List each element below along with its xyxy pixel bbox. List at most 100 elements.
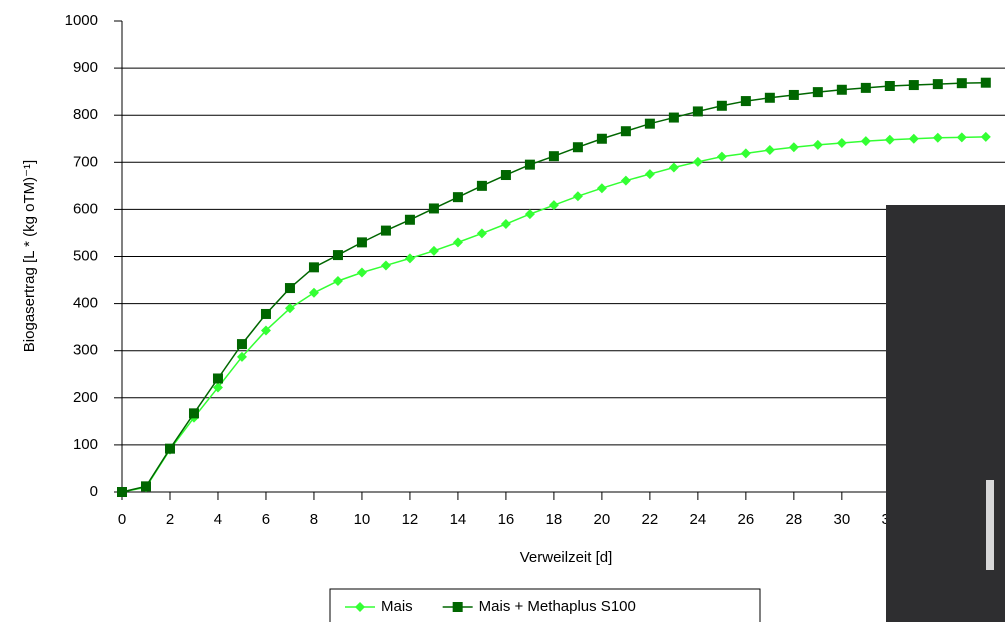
marker [789, 142, 799, 152]
y-tick-label: 0 [90, 483, 98, 500]
x-tick-label: 30 [833, 511, 850, 528]
marker [573, 142, 583, 152]
marker [549, 200, 559, 210]
y-tick-label: 300 [73, 342, 98, 359]
legend-label: Mais + Methaplus S100 [479, 598, 636, 615]
marker [861, 136, 871, 146]
marker [957, 132, 967, 142]
marker [525, 209, 535, 219]
legend: Mais Mais + Methaplus S100 [330, 589, 760, 622]
x-tick-label: 2 [166, 511, 174, 528]
marker [381, 226, 391, 236]
marker [909, 134, 919, 144]
marker [693, 106, 703, 116]
marker [621, 176, 631, 186]
x-tick-label: 10 [354, 511, 371, 528]
marker [501, 219, 511, 229]
marker [261, 309, 271, 319]
marker [909, 80, 919, 90]
x-tick-label: 26 [738, 511, 755, 528]
marker [237, 339, 247, 349]
marker [621, 126, 631, 136]
y-tick-label: 1000 [65, 12, 98, 29]
marker [453, 602, 463, 612]
marker [837, 138, 847, 148]
x-axis-label: Verweilzeit [d] [520, 549, 613, 566]
marker [165, 444, 175, 454]
marker [549, 151, 559, 161]
marker [453, 237, 463, 247]
marker [141, 481, 151, 491]
marker [669, 162, 679, 172]
y-tick-label: 600 [73, 200, 98, 217]
marker [357, 237, 367, 247]
marker [981, 132, 991, 142]
marker [309, 288, 319, 298]
y-tick-label: 900 [73, 59, 98, 76]
marker [477, 181, 487, 191]
marker [525, 160, 535, 170]
y-tick-label: 100 [73, 436, 98, 453]
marker [405, 215, 415, 225]
x-tick-label: 18 [546, 511, 563, 528]
marker [741, 148, 751, 158]
legend-label: Mais [381, 598, 413, 615]
marker [477, 228, 487, 238]
marker [429, 203, 439, 213]
page: {"chart_data": {"type": "line", "x_label… [0, 0, 1005, 622]
chart: Verweilzeit [d] Biogasertrag [L * (kg oT… [0, 0, 1005, 622]
y-tick-label: 500 [73, 247, 98, 264]
marker [333, 276, 343, 286]
marker [573, 191, 583, 201]
marker [957, 78, 967, 88]
marker [501, 170, 511, 180]
y-tick-label: 700 [73, 153, 98, 170]
y-axis-label: Biogasertrag [L * (kg oTM)⁻¹] [21, 160, 38, 352]
marker [117, 487, 127, 497]
x-tick-label: 0 [118, 511, 126, 528]
x-tick-label: 14 [450, 511, 467, 528]
marker [285, 283, 295, 293]
marker [813, 140, 823, 150]
x-tick-label: 12 [402, 511, 419, 528]
marker [669, 113, 679, 123]
marker [765, 93, 775, 103]
marker [309, 262, 319, 272]
marker [453, 192, 463, 202]
x-tick-label: 16 [498, 511, 515, 528]
y-tick-label: 400 [73, 295, 98, 312]
marker [645, 169, 655, 179]
marker [381, 260, 391, 270]
marker [933, 79, 943, 89]
marker [213, 373, 223, 383]
marker [645, 119, 655, 129]
series-line [122, 83, 986, 492]
marker [693, 157, 703, 167]
marker [429, 246, 439, 256]
x-tick-label: 8 [310, 511, 318, 528]
marker [933, 133, 943, 143]
y-tick-label: 200 [73, 389, 98, 406]
series-line [122, 137, 986, 492]
marker [357, 268, 367, 278]
marker [813, 87, 823, 97]
marker [861, 83, 871, 93]
photo-detail [986, 480, 994, 570]
marker [597, 183, 607, 193]
x-tick-label: 4 [214, 511, 222, 528]
marker [597, 134, 607, 144]
marker [789, 90, 799, 100]
x-tick-label: 22 [642, 511, 659, 528]
marker [981, 78, 991, 88]
marker [717, 101, 727, 111]
marker [405, 253, 415, 263]
marker [765, 145, 775, 155]
x-tick-label: 6 [262, 511, 270, 528]
marker [885, 135, 895, 145]
marker [717, 152, 727, 162]
x-tick-label: 24 [690, 511, 707, 528]
x-tick-label: 28 [786, 511, 803, 528]
marker [885, 81, 895, 91]
y-tick-label: 800 [73, 106, 98, 123]
marker [189, 408, 199, 418]
